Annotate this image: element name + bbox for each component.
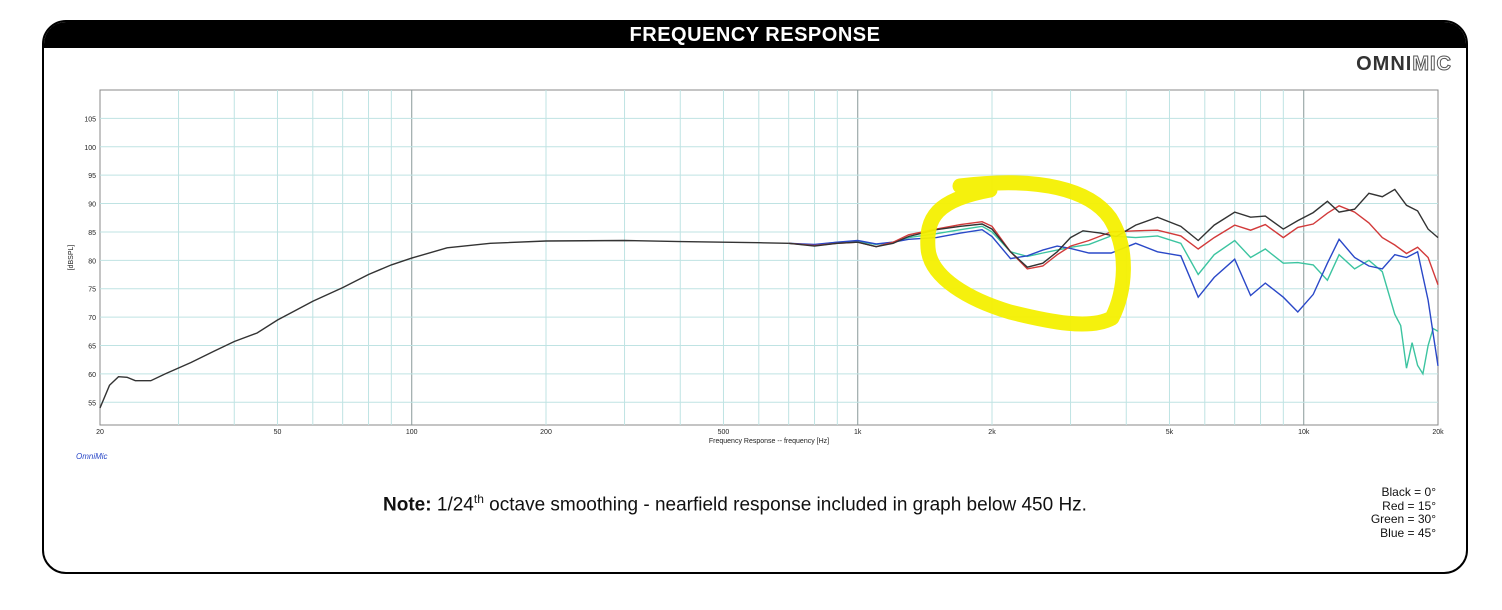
omnimic-watermark: OmniMic xyxy=(76,452,108,461)
note-text-b: octave smoothing - nearfield response in… xyxy=(483,494,1087,516)
y-tick-label: 105 xyxy=(84,116,96,123)
plot-area xyxy=(99,89,1439,426)
y-tick-label: 55 xyxy=(88,400,96,407)
x-tick-label: 1k xyxy=(854,429,862,436)
note-label: Note: xyxy=(383,494,432,516)
legend-blue: Blue = 45° xyxy=(1380,525,1436,540)
y-tick-label: 80 xyxy=(88,258,96,265)
highlight-ellipse xyxy=(920,175,1131,332)
y-tick-label: 95 xyxy=(88,173,96,180)
smoothing-note: Note: 1/24th octave smoothing - nearfiel… xyxy=(0,492,1470,516)
x-axis-label: Frequency Response -- frequency [Hz] xyxy=(709,438,829,445)
y-axis-label: [dBSPL] xyxy=(68,245,75,271)
x-tick-label: 50 xyxy=(274,429,282,436)
y-tick-label: 70 xyxy=(88,315,96,322)
curve-shared-low-freq xyxy=(99,239,789,409)
curve-red xyxy=(788,205,1439,286)
curve-green xyxy=(788,225,1439,376)
x-tick-label: 500 xyxy=(718,429,730,436)
x-tick-label: 5k xyxy=(1166,429,1174,436)
x-tick-label: 100 xyxy=(406,429,418,436)
y-tick-label: 65 xyxy=(88,344,96,351)
x-tick-label: 20k xyxy=(1432,429,1444,436)
legend-green: Green = 30° xyxy=(1370,512,1436,526)
note-sup: th xyxy=(473,492,484,506)
y-tick-label: 85 xyxy=(88,230,96,237)
x-tick-label: 2k xyxy=(988,429,996,436)
y-tick-label: 75 xyxy=(88,287,96,294)
y-tick-label: 60 xyxy=(88,372,96,379)
legend-black: Black = 0° xyxy=(1381,485,1437,499)
y-tick-label: 90 xyxy=(88,202,96,209)
curve-blue xyxy=(788,228,1439,367)
legend-red: Red = 15° xyxy=(1382,498,1436,513)
panel-title: FREQUENCY RESPONSE xyxy=(44,22,1466,48)
omnimic-logo: OMNIMIC xyxy=(1356,53,1452,76)
note-text-a: 1/24 xyxy=(436,494,474,516)
x-tick-label: 20 xyxy=(96,429,104,436)
y-tick-label: 100 xyxy=(84,145,96,152)
x-tick-label: 10k xyxy=(1298,429,1310,436)
legend: Black = 0° Red = 15° Green = 30° Blue = … xyxy=(1370,485,1437,540)
x-tick-label: 200 xyxy=(540,429,552,436)
